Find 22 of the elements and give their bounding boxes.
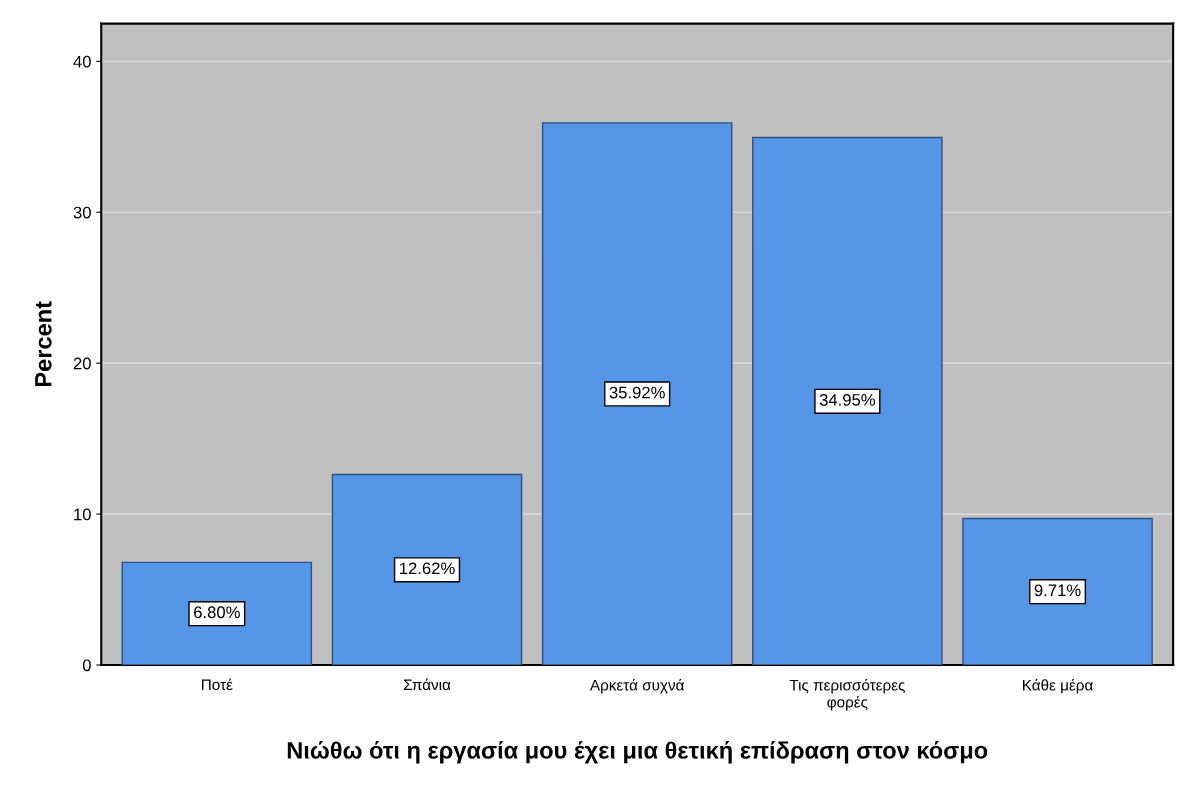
x-axis-title: Νιώθω ότι η εργασία μου έχει μια θετική επίδραση στον κόσμο <box>287 741 988 764</box>
x-tick-label: Ποτέ <box>202 678 233 691</box>
data-label: 12.62% <box>400 562 455 575</box>
x-tick-label: Κάθε μέρα <box>1023 678 1093 694</box>
y-tick-label: 30 <box>73 206 91 219</box>
x-tick-label: Αρκετά συχνά <box>589 678 684 694</box>
y-axis-title: Percent <box>35 301 52 387</box>
bar <box>541 122 733 666</box>
x-tick-label: Σπάνια <box>403 678 451 691</box>
data-label: 34.95% <box>819 393 876 406</box>
y-tick-label: 20 <box>73 357 91 370</box>
data-label: 9.71% <box>1034 584 1081 597</box>
x-tick-label: Τις περισσότερες φορές <box>789 678 905 711</box>
y-tick-label: 0 <box>82 659 91 672</box>
data-label: 6.80% <box>194 606 240 619</box>
bar <box>752 136 943 666</box>
data-label: 35.92% <box>609 386 665 399</box>
y-tick-label: 40 <box>73 55 91 68</box>
bar <box>121 561 313 666</box>
y-tick-label: 10 <box>74 508 91 521</box>
bar <box>962 517 1153 666</box>
bar <box>331 473 523 666</box>
